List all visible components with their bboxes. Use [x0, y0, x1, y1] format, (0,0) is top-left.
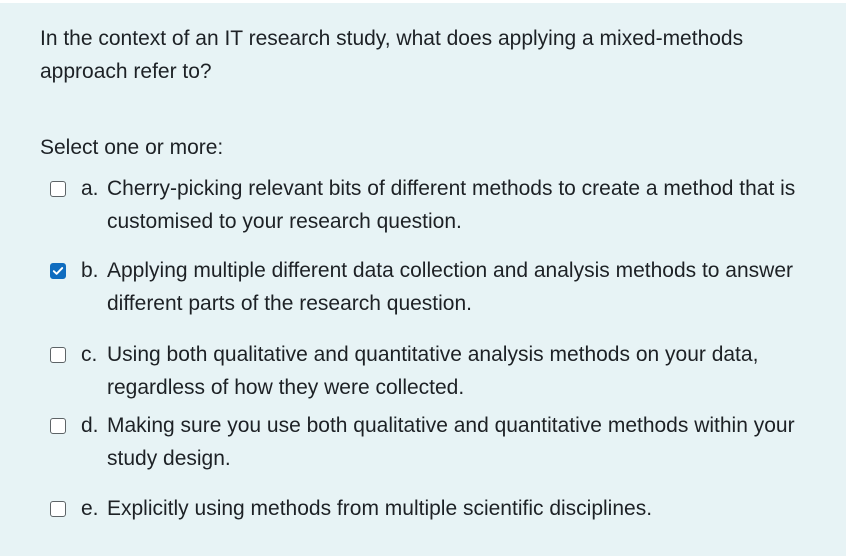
- question-panel: In the context of an IT research study, …: [0, 3, 846, 556]
- option-text-c[interactable]: Using both qualitative and quantitative …: [107, 343, 759, 399]
- checkbox-e[interactable]: [50, 501, 66, 517]
- option-letter-c: c.: [81, 343, 98, 366]
- answer-prompt: Select one or more:: [40, 136, 224, 159]
- checkbox-d[interactable]: [50, 418, 66, 434]
- checkbox-a[interactable]: [50, 181, 66, 197]
- option-text-d[interactable]: Making sure you use both qualitative and…: [107, 414, 795, 470]
- option-text-a[interactable]: Cherry-picking relevant bits of differen…: [107, 177, 796, 233]
- option-letter-d: d.: [81, 414, 99, 437]
- answer-option-b[interactable]: b. Applying multiple different data coll…: [50, 254, 820, 320]
- option-text-e[interactable]: Explicitly using methods from multiple s…: [107, 497, 653, 520]
- answer-option-e[interactable]: e. Explicitly using methods from multipl…: [50, 492, 820, 525]
- option-letter-b: b.: [81, 259, 99, 282]
- checkbox-b[interactable]: [50, 263, 66, 279]
- option-text-b[interactable]: Applying multiple different data collect…: [107, 259, 794, 315]
- checkbox-c[interactable]: [50, 347, 66, 363]
- checkmark-icon: [52, 267, 64, 275]
- question-text: In the context of an IT research study, …: [40, 27, 744, 83]
- option-letter-a: a.: [81, 177, 99, 200]
- answer-option-c[interactable]: c. Using both qualitative and quantitati…: [50, 338, 820, 404]
- answer-option-a[interactable]: a. Cherry-picking relevant bits of diffe…: [50, 172, 820, 238]
- answer-option-d[interactable]: d. Making sure you use both qualitative …: [50, 409, 820, 475]
- option-letter-e: e.: [81, 497, 99, 520]
